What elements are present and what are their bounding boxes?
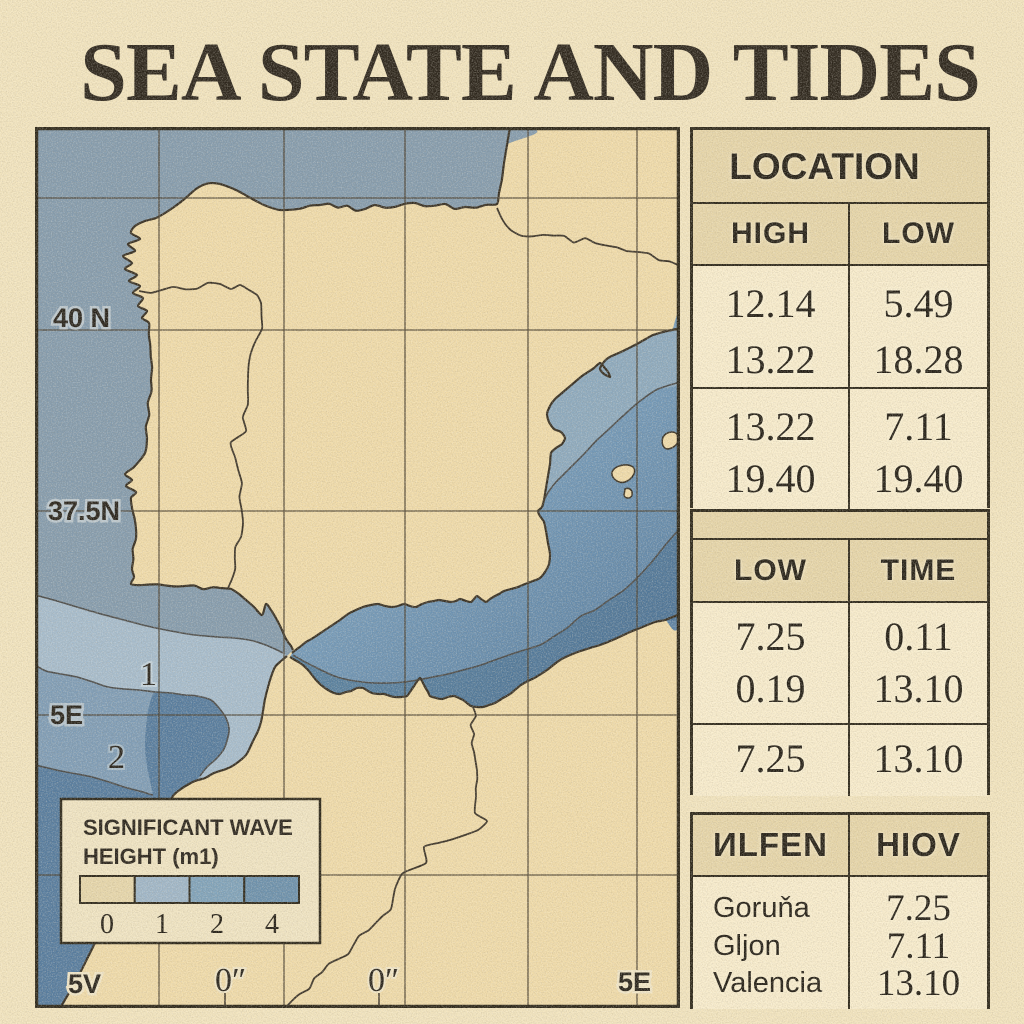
svg-text:5V: 5V	[68, 969, 101, 999]
svg-text:SIGNIFICANT WAVE: SIGNIFICANT WAVE	[83, 815, 293, 840]
svg-text:40 N: 40 N	[53, 303, 110, 333]
svg-text:37.5N: 37.5N	[48, 496, 120, 526]
svg-text:0″: 0″	[368, 962, 399, 999]
svg-text:0″: 0″	[215, 962, 246, 999]
svg-text:2: 2	[210, 909, 224, 940]
svg-text:HEIGHT (m1): HEIGHT (m1)	[83, 844, 219, 869]
svg-text:4: 4	[265, 909, 279, 940]
svg-text:5E: 5E	[618, 967, 651, 997]
svg-text:1: 1	[140, 656, 157, 693]
svg-text:2: 2	[108, 739, 125, 776]
svg-text:1: 1	[155, 909, 169, 940]
svg-text:0: 0	[100, 909, 114, 940]
svg-text:5E: 5E	[50, 700, 83, 730]
